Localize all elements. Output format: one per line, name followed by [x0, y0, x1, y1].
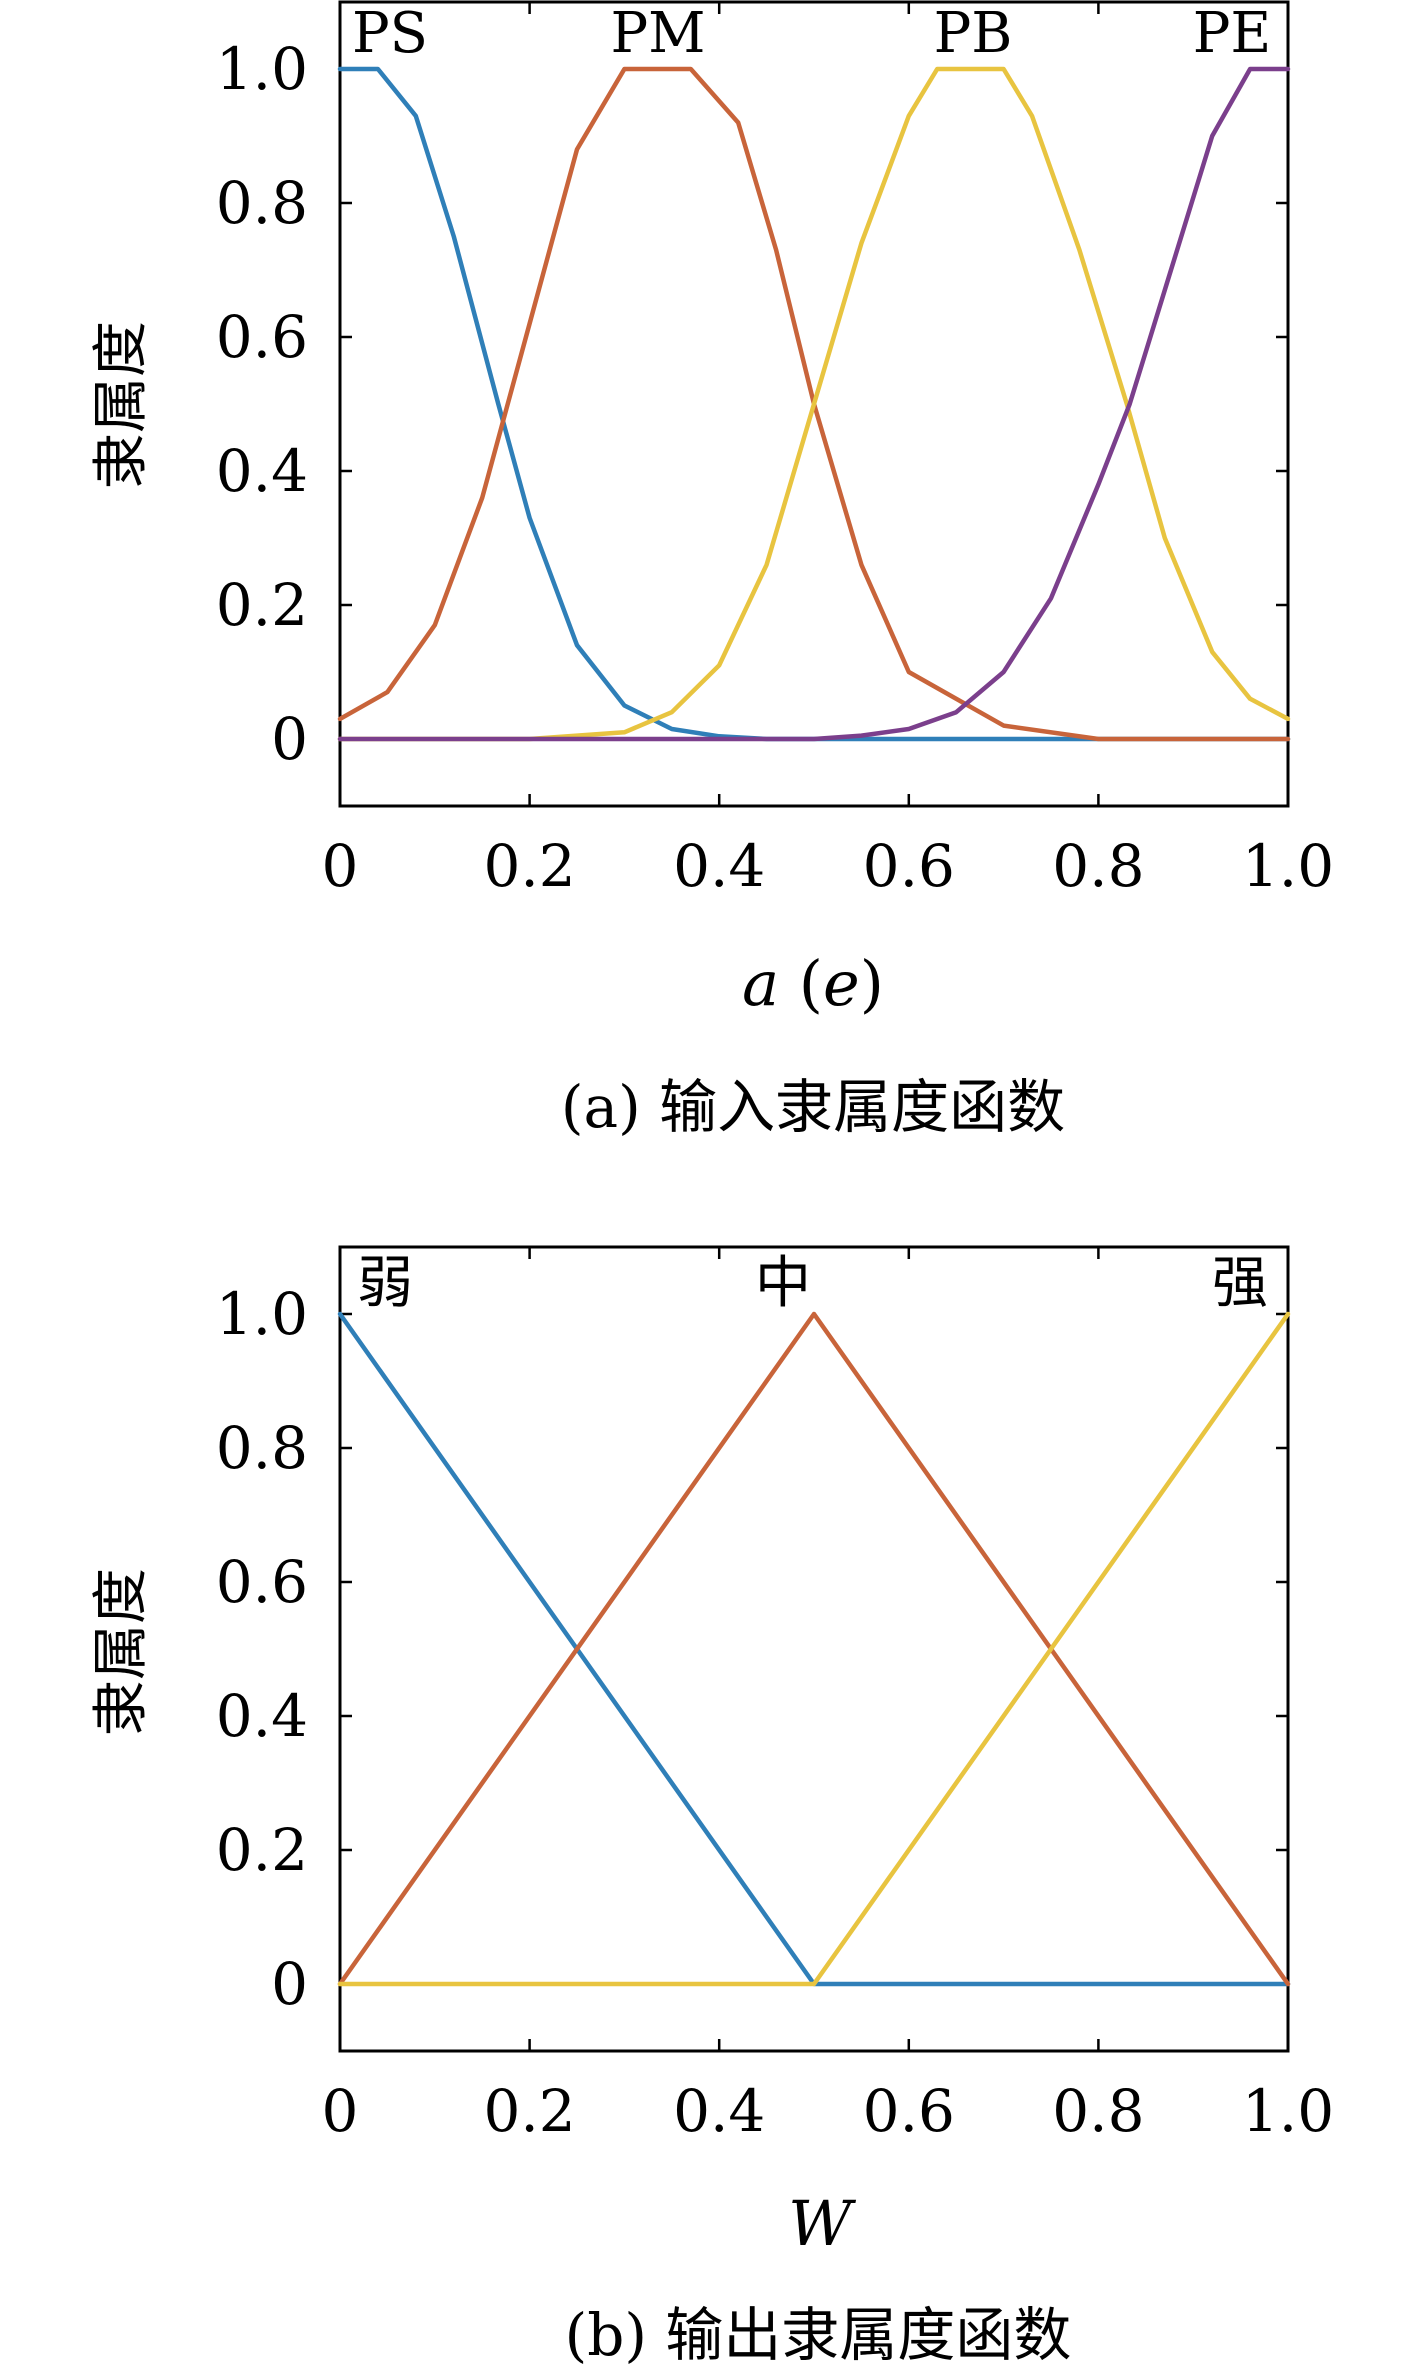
ytick-label: 0 [271, 1950, 308, 2018]
caption-b: (b) 输出隶属度函数 [565, 2301, 1072, 2367]
xtick-label: 0.2 [483, 2077, 575, 2145]
ytick-labels: 0 0.2 0.4 0.6 0.8 1.0 [216, 1280, 308, 2018]
xtick-label: 0.2 [483, 832, 575, 900]
x-axis-label-open-paren: ( [779, 947, 823, 1020]
xtick-label: 1.0 [1242, 2077, 1334, 2145]
xtick-label: 0.8 [1052, 2077, 1144, 2145]
ytick-label: 0.4 [216, 437, 308, 505]
xtick-label: 0.6 [863, 832, 955, 900]
ytick-label: 0.4 [216, 1682, 308, 1750]
series-line-2 [337, 1311, 1291, 1987]
xtick-labels: 0 0.2 0.4 0.6 0.8 1.0 [322, 832, 1335, 900]
ticks [338, 1247, 1290, 2051]
xtick-label: 0.6 [863, 2077, 955, 2145]
curve-label-weak: 弱 [357, 1251, 413, 1316]
xtick-label: 0.8 [1052, 832, 1144, 900]
panel-input-membership: 0 0.2 0.4 0.6 0.8 1.0 0 0.2 0.4 0.6 0.8 1.0 PS PM … [89, 0, 1335, 1141]
ytick-label: 0.6 [216, 1548, 308, 1616]
x-axis-label: a (e) [742, 947, 884, 1020]
series-lines [337, 1311, 1291, 1987]
x-axis-label-close-paren: ) [860, 947, 884, 1020]
ytick-label: 0.6 [216, 303, 308, 371]
curve-label-pm: PM [610, 1, 705, 66]
ytick-labels: 0 0.2 0.4 0.6 0.8 1.0 [216, 35, 308, 773]
axes-frame [338, 1245, 1290, 2053]
x-axis-label-a: a [742, 947, 779, 1020]
y-axis-label: 隶属度 [89, 1568, 154, 1736]
ytick-label: 1.0 [216, 1280, 308, 1348]
xtick-label: 0 [322, 832, 359, 900]
ytick-label: 0.2 [216, 1816, 308, 1884]
panel-output-membership: 00.20.40.60.81.0 0 0.2 0.4 0.6 0.8 1.0 弱 中 强 … [89, 1245, 1335, 2367]
curve-labels: PS PM PB PE [352, 1, 1271, 66]
series-line-3 [337, 66, 1291, 742]
curve-label-pb: PB [934, 1, 1013, 66]
curve-label-ps: PS [352, 1, 428, 66]
xtick-label: 0.4 [673, 2077, 765, 2145]
series-line-1 [337, 1311, 1291, 1987]
series-lines [337, 66, 1291, 742]
series-line-4 [337, 66, 1291, 742]
curve-label-medium: 中 [755, 1251, 811, 1316]
x-axis-label: W [788, 2187, 856, 2260]
curve-labels: 弱 中 强 [357, 1251, 1268, 1316]
ytick-label: 0.8 [216, 169, 308, 237]
curve-label-strong: 强 [1212, 1251, 1268, 1316]
caption-a: (a) 输入隶属度函数 [561, 1073, 1065, 1141]
xtick-label: 1.0 [1242, 832, 1334, 900]
xtick-label: 0 [322, 2077, 359, 2145]
axes-frame [338, 0, 1290, 808]
ytick-label: 1.0 [216, 35, 308, 103]
ytick-label: 0 [271, 705, 308, 773]
xtick-labels: 0 0.2 0.4 0.6 0.8 1.0 [322, 2077, 1335, 2145]
curve-label-pe: PE [1193, 1, 1272, 66]
series-line-2 [337, 66, 1291, 742]
y-axis-label: 隶属度 [89, 321, 154, 489]
x-axis-label-e: e [823, 947, 860, 1020]
series-line-3 [337, 1311, 1291, 1987]
ytick-label: 0.2 [216, 571, 308, 639]
xtick-label: 0.4 [673, 832, 765, 900]
ytick-label: 0.8 [216, 1414, 308, 1482]
